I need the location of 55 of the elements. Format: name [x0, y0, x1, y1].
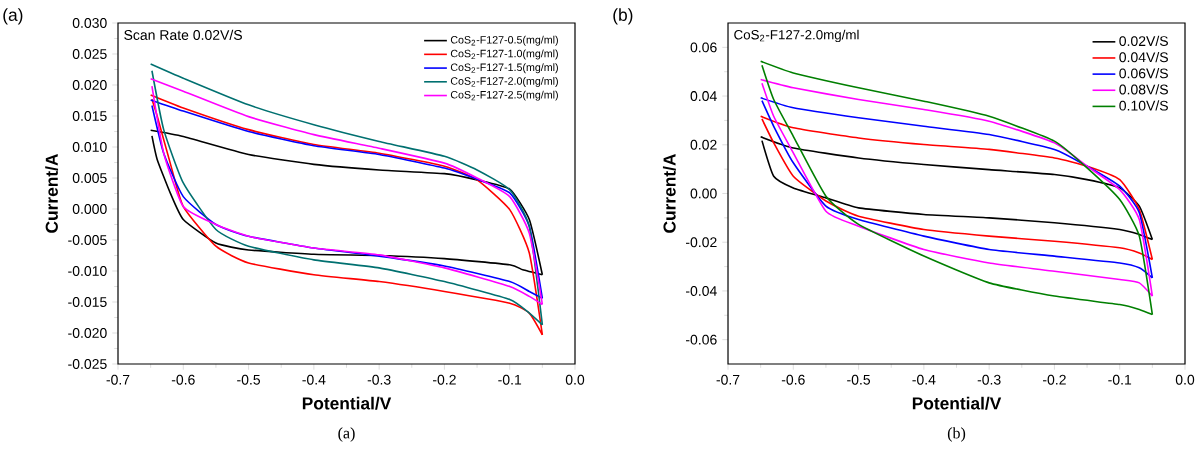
- legend-label: CoS$_{2}$-F127-1.5(mg/ml): [450, 63, 558, 74]
- x-tick-label: -0.3: [977, 374, 1001, 385]
- y-tick-label: 0.00: [690, 188, 717, 199]
- legend-label: 0.06V/S: [1119, 68, 1168, 79]
- x-tick-label: -0.2: [432, 374, 456, 385]
- y-tick-label: 0.030: [72, 18, 107, 28]
- legend-label: 0.08V/S: [1119, 84, 1168, 95]
- y-axis-title: Current/A: [45, 153, 59, 233]
- y-tick-label: 0.06: [690, 42, 717, 53]
- y-tick-label: 0.04: [690, 91, 717, 102]
- x-tick-label: -0.6: [171, 374, 195, 385]
- x-tick-label: 0.0: [1175, 374, 1195, 385]
- y-tick-label: 0.010: [72, 142, 107, 152]
- x-axis-title: Potential/V: [912, 396, 1002, 410]
- chart-title: (a): [3, 8, 23, 25]
- y-tick-label: 0.025: [72, 49, 107, 59]
- y-tick-label: -0.015: [68, 297, 107, 307]
- x-tick-label: -0.3: [367, 374, 391, 385]
- x-tick-label: -0.2: [1043, 374, 1066, 385]
- y-tick-label: -0.005: [68, 235, 107, 245]
- x-tick-label: -0.1: [1108, 374, 1132, 385]
- text: (b): [947, 427, 966, 442]
- x-tick-label: -0.4: [912, 374, 936, 385]
- annotation: Scan Rate 0.02V/S: [124, 29, 242, 40]
- text: (a): [338, 427, 355, 442]
- y-tick-label: -0.025: [68, 359, 107, 369]
- annotation: CoS$_{2}$-F127-2.0mg/ml: [734, 29, 859, 43]
- legend-label: CoS$_{2}$-F127-2.0(mg/ml): [450, 76, 558, 87]
- x-tick-label: -0.5: [237, 374, 261, 385]
- x-tick-label: -0.1: [498, 374, 522, 385]
- y-tick-label: 0.02: [690, 139, 717, 150]
- y-tick-label: -0.020: [68, 328, 107, 338]
- x-axis-title: Potential/V: [302, 396, 392, 410]
- legend-label: CoS$_{2}$-F127-2.5(mg/ml): [450, 90, 558, 101]
- x-tick-label: -0.4: [302, 374, 326, 385]
- chart-title: (b): [613, 8, 633, 25]
- legend-label: CoS$_{2}$-F127-0.5(mg/ml): [450, 35, 558, 46]
- y-tick-label: 0.005: [72, 173, 107, 183]
- y-axis-title: Current/A: [662, 153, 676, 233]
- x-tick-label: -0.6: [781, 374, 805, 385]
- y-tick-label: -0.04: [685, 285, 717, 296]
- y-tick-label: -0.010: [68, 266, 107, 276]
- y-tick-label: 0.020: [72, 80, 107, 90]
- y-tick-label: 0.015: [72, 111, 107, 121]
- legend-label: 0.04V/S: [1119, 51, 1168, 63]
- x-tick-label: -0.5: [847, 374, 871, 385]
- legend-label: CoS$_{2}$-F127-1.0(mg/ml): [450, 49, 558, 60]
- x-tick-label: 0.0: [565, 374, 585, 385]
- x-tick-label: -0.7: [716, 374, 740, 385]
- y-tick-label: -0.06: [685, 334, 717, 345]
- y-tick-label: 0.000: [72, 204, 107, 214]
- x-tick-label: -0.7: [106, 374, 130, 385]
- y-tick-label: -0.02: [685, 237, 717, 248]
- legend-label: 0.10V/S: [1119, 100, 1168, 111]
- legend-label: 0.02V/S: [1119, 35, 1168, 47]
